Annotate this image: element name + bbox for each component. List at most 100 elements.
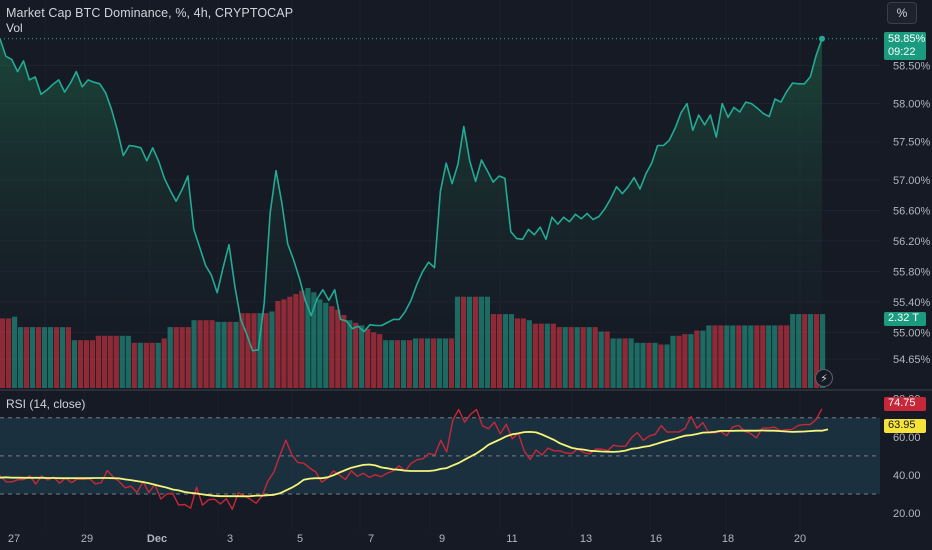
lightning-icon[interactable]: ⚡: [815, 369, 833, 387]
time-tick-label: 13: [580, 533, 592, 545]
volume-bar: [598, 331, 604, 388]
volume-badge: 2.32 T: [884, 312, 926, 326]
volume-bar: [407, 340, 413, 388]
volume-bar: [347, 320, 353, 388]
price-tick-label: 56.60%: [893, 205, 931, 217]
volume-bar: [299, 290, 305, 388]
volume-bar: [6, 318, 12, 388]
volume-bar: [47, 327, 54, 388]
volume-bar: [496, 314, 502, 388]
volume-bar: [772, 325, 778, 388]
volume-bar: [95, 335, 101, 388]
volume-bar: [706, 325, 712, 388]
volume-bar: [401, 340, 407, 388]
volume-bar: [0, 318, 6, 388]
volume-bar: [586, 327, 592, 388]
volume-bar: [652, 342, 658, 388]
last-price-value: 58.85%: [888, 33, 926, 45]
volume-bar: [694, 330, 700, 388]
volume-bar: [167, 327, 173, 388]
volume-bar: [628, 338, 634, 388]
volume-bar: [442, 338, 449, 388]
volume-bar: [239, 313, 245, 388]
volume-bar: [53, 327, 60, 388]
volume-bar: [233, 321, 239, 388]
volume-bar: [29, 327, 36, 388]
last-price-dot: [819, 35, 825, 42]
volume-bar: [802, 314, 808, 388]
volume-bar: [466, 296, 473, 388]
time-tick-label: 7: [368, 533, 374, 545]
volume-bar: [143, 342, 149, 388]
volume-bar: [245, 313, 251, 388]
volume-bar: [185, 327, 191, 388]
price-tick-label: 58.00%: [893, 99, 931, 111]
percent-scale-button[interactable]: %: [887, 2, 917, 24]
price-tick-label: 55.80%: [893, 266, 931, 278]
volume-bar: [425, 338, 431, 388]
volume-bar: [191, 320, 197, 388]
volume-bar: [41, 327, 48, 388]
volume-bar: [568, 327, 574, 388]
volume-bar: [12, 316, 18, 388]
volume-bar: [454, 296, 461, 388]
volume-bar: [472, 296, 479, 388]
volume-bar: [592, 327, 598, 388]
volume-bar: [544, 323, 550, 388]
volume-bar: [718, 325, 724, 388]
volume-bar: [502, 314, 508, 388]
volume-bar: [790, 314, 796, 388]
volume-bar: [371, 332, 377, 388]
volume-bar: [736, 325, 742, 388]
volume-bar: [742, 325, 748, 388]
time-tick-label: 29: [81, 533, 93, 545]
volume-bar: [23, 327, 30, 388]
volume-bar: [550, 323, 556, 388]
volume-bar: [664, 344, 670, 388]
volume-bar: [532, 323, 538, 388]
volume-bar: [377, 334, 383, 388]
volume-bar: [514, 318, 520, 388]
volume-bar: [580, 327, 586, 388]
volume-bar: [520, 318, 526, 388]
volume-bar: [562, 327, 568, 388]
volume-bar: [305, 288, 311, 388]
rsi-tick-label: 60.00: [893, 432, 921, 444]
volume-bar: [383, 340, 389, 388]
volume-bar: [490, 314, 496, 388]
time-tick-label: 5: [297, 533, 303, 545]
volume-bar: [329, 306, 335, 388]
volume-bar: [676, 335, 682, 388]
volume-bar: [413, 338, 419, 388]
volume-bar: [389, 340, 395, 388]
volume-label: Vol: [6, 21, 23, 35]
volume-bar: [730, 325, 736, 388]
volume-bar: [203, 320, 209, 388]
time-tick-label: 20: [794, 533, 806, 545]
bar-countdown: 09:22: [888, 46, 916, 58]
volume-bar: [646, 342, 652, 388]
volume-bar: [724, 325, 730, 388]
volume-bar: [179, 327, 185, 388]
volume-bar: [526, 320, 532, 388]
volume-bar: [448, 338, 455, 388]
volume-bar: [556, 327, 562, 388]
volume-bar: [658, 344, 664, 388]
volume-bar: [215, 321, 221, 388]
volume-bar: [796, 314, 802, 388]
volume-bar: [538, 323, 544, 388]
volume-bar: [688, 334, 694, 388]
volume-bar: [227, 321, 233, 388]
volume-bar: [604, 331, 610, 388]
price-tick-label: 55.00%: [893, 327, 931, 339]
rsi-tick-label: 20.00: [893, 508, 921, 520]
volume-bar: [119, 335, 125, 388]
volume-bar: [460, 296, 467, 388]
time-tick-label: Dec: [147, 533, 167, 545]
volume-bar: [59, 327, 66, 388]
volume-bar: [478, 296, 484, 388]
volume-bar: [131, 342, 137, 388]
time-tick-label: 18: [722, 533, 734, 545]
time-axis: 27 29 Dec 3 5 7 9 11 13 16 18 20: [8, 533, 806, 545]
